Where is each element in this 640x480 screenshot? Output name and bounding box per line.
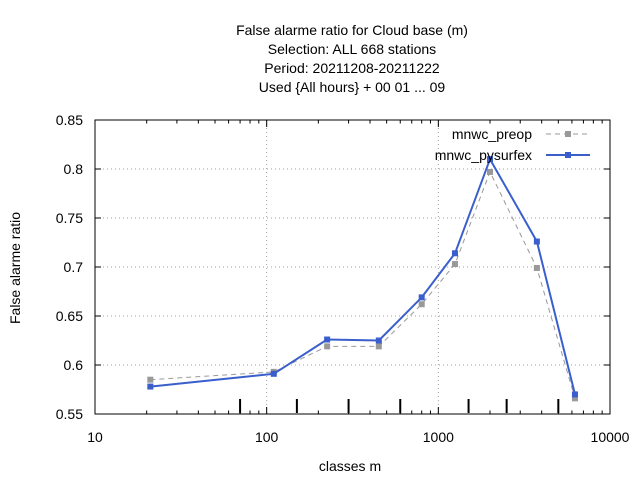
x-tick-label: 100 (255, 429, 279, 445)
y-tick-label: 0.8 (64, 161, 84, 177)
series-line-mnwc_pysurfex (150, 156, 576, 395)
data-point-mnwc_pysurfex (451, 250, 458, 257)
plot-border (94, 119, 611, 415)
data-point-mnwc_pysurfex (375, 337, 382, 344)
legend-label: mnwc_pysurfex (435, 147, 532, 163)
y-axis-label: False alarme ratio (7, 212, 23, 324)
x-tick-label: 10000 (591, 429, 630, 445)
x-tick-label: 1000 (423, 429, 454, 445)
y-tick-label: 0.7 (64, 259, 84, 275)
series-line-mnwc_preop (150, 170, 576, 399)
y-tick-label: 0.65 (56, 308, 83, 324)
legend-swatch-marker (565, 152, 571, 158)
data-point-mnwc_pysurfex (571, 391, 578, 398)
chart-title-line: False alarme ratio for Cloud base (m) (236, 22, 468, 38)
legend-swatch-marker (565, 131, 571, 137)
data-point-mnwc_pysurfex (487, 156, 494, 163)
data-point-mnwc_pysurfex (418, 294, 425, 301)
y-tick-label: 0.85 (56, 112, 83, 128)
data-point-mnwc_preop (147, 376, 154, 383)
y-tick-label: 0.6 (64, 357, 84, 373)
data-point-mnwc_preop (418, 301, 425, 308)
chart-title-line: Selection: ALL 668 stations (268, 41, 436, 57)
data-point-mnwc_preop (487, 168, 494, 175)
data-point-mnwc_pysurfex (147, 383, 154, 390)
chart-title-line: Used {All hours} + 00 01 ... 09 (259, 79, 446, 95)
chart-title-line: Period: 20211208-20211222 (264, 60, 440, 76)
data-point-mnwc_preop (571, 395, 578, 402)
data-point-mnwc_pysurfex (533, 238, 540, 245)
y-tick-label: 0.55 (56, 406, 83, 422)
x-axis-label: classes m (319, 458, 381, 474)
data-point-mnwc_preop (375, 343, 382, 350)
data-point-mnwc_preop (324, 343, 331, 350)
x-tick-label: 10 (87, 429, 103, 445)
data-point-mnwc_preop (533, 264, 540, 271)
y-tick-label: 0.75 (56, 210, 83, 226)
data-point-mnwc_preop (451, 261, 458, 268)
data-point-mnwc_pysurfex (270, 370, 277, 377)
data-point-mnwc_pysurfex (324, 336, 331, 343)
legend-label: mnwc_preop (452, 126, 532, 142)
